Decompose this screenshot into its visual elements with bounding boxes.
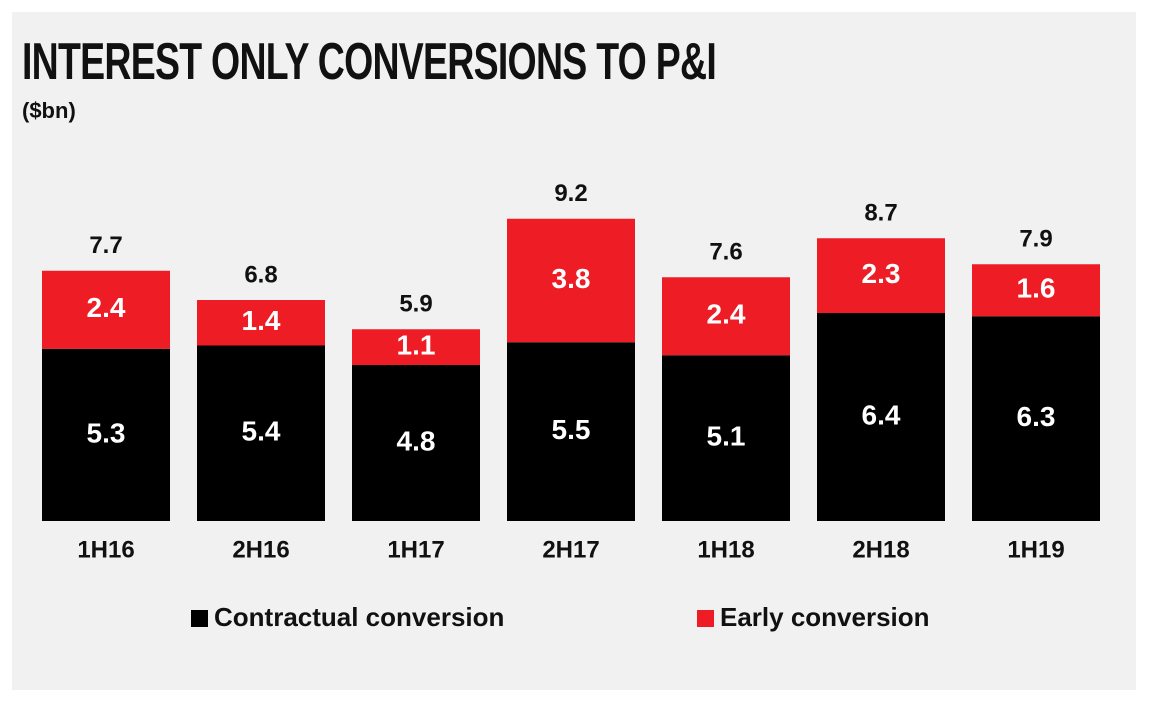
label-total-1h17: 5.9	[399, 291, 432, 318]
label-early-1h19: 1.6	[1017, 273, 1056, 304]
x-tick-label-1h17: 1H17	[387, 536, 444, 563]
x-tick-label-1h18: 1H18	[697, 536, 754, 563]
bar-contractual-2h18	[817, 313, 945, 521]
bar-contractual-2h17	[507, 342, 635, 521]
label-contractual-1h17: 4.8	[397, 425, 436, 456]
label-total-1h19: 7.9	[1019, 226, 1052, 253]
chart-title: INTEREST ONLY CONVERSIONS TO P&I	[22, 33, 717, 91]
label-total-2h17: 9.2	[554, 180, 587, 207]
x-tick-label-2h17: 2H17	[542, 536, 599, 563]
legend-label-early: Early conversion	[720, 602, 930, 632]
bar-contractual-1h18	[662, 355, 790, 521]
x-tick-label-2h16: 2H16	[232, 536, 289, 563]
bar-contractual-2h16	[197, 345, 325, 521]
bar-contractual-1h16	[42, 348, 170, 521]
bar-early-1h18	[662, 277, 790, 356]
label-early-2h17: 3.8	[552, 263, 591, 294]
label-contractual-2h16: 5.4	[242, 416, 281, 447]
legend-swatch-contractual	[191, 610, 208, 627]
label-total-2h16: 6.8	[244, 261, 277, 288]
label-early-1h17: 1.1	[397, 330, 436, 361]
bar-early-2h16	[197, 300, 325, 346]
label-early-2h18: 2.3	[862, 258, 901, 289]
bar-contractual-1h19	[972, 316, 1100, 521]
bar-early-1h19	[972, 264, 1100, 317]
label-early-1h16: 2.4	[87, 292, 126, 323]
label-total-1h18: 7.6	[709, 239, 742, 266]
bar-contractual-1h17	[352, 365, 480, 521]
x-tick-label-1h19: 1H19	[1007, 536, 1064, 563]
bar-early-1h16	[42, 270, 170, 349]
label-early-2h16: 1.4	[242, 305, 281, 336]
label-contractual-1h18: 5.1	[707, 421, 746, 452]
chart-subtitle: ($bn)	[22, 98, 76, 123]
label-contractual-1h19: 6.3	[1017, 401, 1056, 432]
label-early-1h18: 2.4	[707, 299, 746, 330]
x-tick-label-1h16: 1H16	[77, 536, 134, 563]
label-contractual-1h16: 5.3	[87, 417, 126, 448]
bar-early-2h18	[817, 238, 945, 313]
label-total-2h18: 8.7	[864, 200, 897, 227]
label-total-1h16: 7.7	[89, 232, 122, 259]
legend-label-contractual: Contractual conversion	[214, 602, 504, 632]
x-tick-label-2h18: 2H18	[852, 536, 909, 563]
label-contractual-2h17: 5.5	[552, 414, 591, 445]
bar-early-2h17	[507, 218, 635, 343]
legend-swatch-early	[697, 610, 714, 627]
bar-early-1h17	[352, 329, 480, 365]
label-contractual-2h18: 6.4	[862, 399, 901, 430]
